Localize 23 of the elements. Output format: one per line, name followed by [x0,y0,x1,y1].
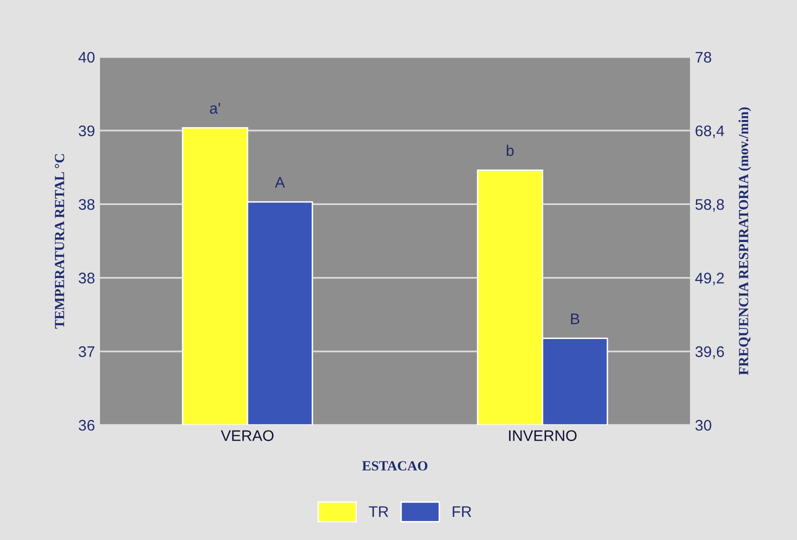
data-label: A [274,177,286,188]
y2-tick-label: 39,6 [695,346,724,359]
data-label: a' [210,103,220,114]
data-label: b [506,144,514,156]
x-tick-label: VERAO [220,430,274,442]
y2-tick-label: 49,2 [695,272,724,286]
legend-label: TR [368,506,388,517]
y-tick-label: 38 [78,199,94,210]
y2-tick-label: 30 [695,420,712,431]
y-tick-label: 40 [78,52,95,63]
data-label: B [571,314,580,324]
y2-axis-title: FREQUENCIA RESPIRATORIA (mov./min) [738,107,752,375]
y-tick-label: 36 [78,420,94,431]
legend-label: FR [452,506,472,517]
y2-tick-label: 68,4 [696,125,724,138]
y2-tick-label: 58,8 [695,199,724,212]
y-tick-label: 37 [78,346,94,358]
y-axis-title: TEMPERATURA RETAL °C [54,154,64,329]
x-axis-title: ESTACAO [362,461,428,471]
y-tick-label: 39 [78,125,94,136]
x-tick-label: INVERNO [509,430,577,442]
y-tick-label: 38 [78,272,94,284]
y2-tick-label: 78 [696,52,712,63]
